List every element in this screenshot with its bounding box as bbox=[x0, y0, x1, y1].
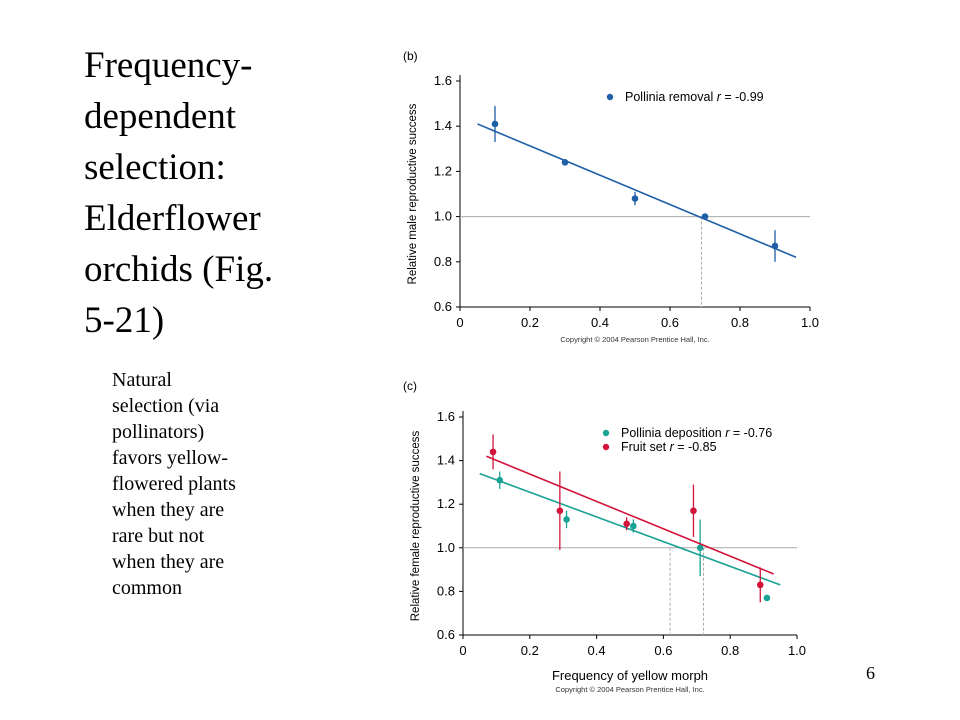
body-line: pollinators) bbox=[112, 421, 205, 443]
panel-label: (b) bbox=[403, 49, 418, 63]
title-line: dependent bbox=[84, 96, 237, 137]
x-tick-label: 0.6 bbox=[661, 315, 679, 330]
y-tick-label: 0.8 bbox=[434, 254, 452, 269]
x-tick-label: 0.6 bbox=[654, 643, 672, 658]
y-tick-label: 1.6 bbox=[434, 73, 452, 88]
y-tick-label: 1.0 bbox=[434, 209, 452, 224]
title-line: Elderflower bbox=[84, 198, 261, 239]
legend-entry: Pollinia removal r = -0.99 bbox=[625, 90, 764, 104]
copyright-note: Copyright © 2004 Pearson Prentice Hall, … bbox=[555, 685, 704, 694]
title-line: Frequency- bbox=[84, 45, 253, 86]
x-tick-label: 0.8 bbox=[721, 643, 739, 658]
data-point bbox=[696, 544, 704, 552]
body-line: rare but not bbox=[112, 525, 205, 547]
x-tick-label: 0.4 bbox=[588, 643, 606, 658]
x-tick-label: 1.0 bbox=[788, 643, 806, 658]
legend-marker bbox=[602, 429, 610, 437]
x-tick-label: 1.0 bbox=[801, 315, 819, 330]
fit-line bbox=[479, 472, 781, 586]
slide-body-text: Natural selection (via pollinators) favors … bbox=[112, 367, 292, 601]
body-line: when they are bbox=[112, 551, 225, 573]
body-line: Natural bbox=[112, 369, 172, 391]
body-line: selection (via bbox=[112, 395, 220, 417]
legend-marker bbox=[606, 93, 614, 101]
y-axis-label: Relative female reproductive success bbox=[410, 431, 422, 622]
title-line: 5-21) bbox=[84, 300, 165, 341]
data-point bbox=[701, 213, 709, 220]
x-tick-label: 0 bbox=[459, 643, 466, 658]
data-point bbox=[756, 581, 764, 589]
panel-label: (c) bbox=[403, 379, 417, 393]
data-point bbox=[496, 476, 504, 484]
data-point bbox=[630, 522, 637, 530]
y-tick-label: 1.0 bbox=[437, 540, 455, 555]
data-point bbox=[771, 242, 779, 250]
data-point bbox=[623, 520, 630, 528]
x-tick-label: 0.2 bbox=[521, 643, 539, 658]
data-point bbox=[631, 195, 639, 202]
legend-marker bbox=[602, 443, 610, 451]
x-tick-label: 0.4 bbox=[591, 315, 609, 330]
y-tick-label: 1.4 bbox=[434, 118, 452, 133]
data-point bbox=[561, 159, 569, 166]
data-point bbox=[763, 594, 771, 602]
data-point bbox=[491, 120, 499, 128]
fit-line bbox=[486, 455, 774, 575]
y-tick-label: 1.2 bbox=[434, 163, 452, 178]
body-line: favors yellow- bbox=[112, 447, 229, 469]
fit-line bbox=[477, 123, 797, 259]
legend-entry: Pollinia deposition r = -0.76 bbox=[621, 426, 772, 440]
data-point bbox=[690, 507, 697, 515]
body-line: when they are bbox=[112, 499, 225, 521]
x-tick-label: 0.8 bbox=[731, 315, 749, 330]
x-tick-label: 0 bbox=[456, 315, 463, 330]
copyright-note: Copyright © 2004 Pearson Prentice Hall, … bbox=[560, 335, 709, 344]
data-point bbox=[489, 448, 497, 456]
y-tick-label: 1.6 bbox=[437, 409, 455, 424]
title-line: orchids (Fig. bbox=[84, 249, 274, 290]
y-tick-label: 0.6 bbox=[434, 299, 452, 314]
y-tick-label: 0.6 bbox=[437, 627, 455, 642]
body-line: common bbox=[112, 577, 182, 599]
body-line: flowered plants bbox=[112, 473, 236, 495]
x-tick-label: 0.2 bbox=[521, 315, 539, 330]
title-line: selection: bbox=[84, 147, 226, 188]
data-point bbox=[556, 507, 564, 515]
x-axis-label: Frequency of yellow morph bbox=[552, 668, 708, 683]
y-axis-label: Relative male reproductive success bbox=[407, 103, 419, 284]
y-tick-label: 0.8 bbox=[437, 583, 455, 598]
slide-title: Frequency-dependent selection: Elderflower… bbox=[84, 40, 344, 346]
legend-entry: Fruit set r = -0.85 bbox=[621, 440, 717, 454]
slide-number: 6 bbox=[866, 663, 875, 683]
y-tick-label: 1.2 bbox=[437, 496, 455, 511]
y-tick-label: 1.4 bbox=[437, 453, 455, 468]
data-point bbox=[563, 516, 570, 523]
